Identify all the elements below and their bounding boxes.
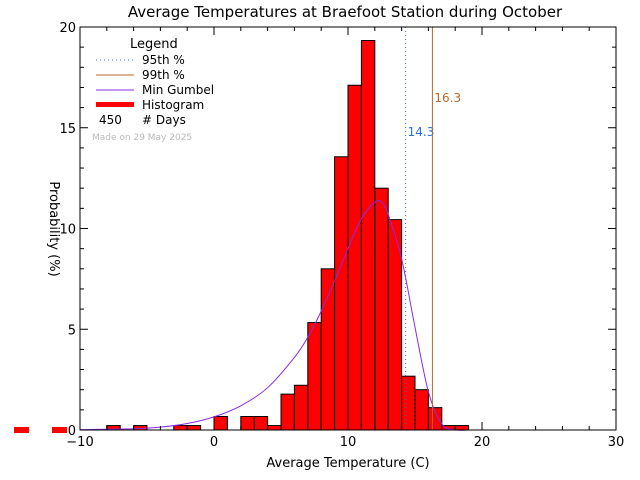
legend-days-value: 450 [99, 113, 122, 127]
histogram-bar [267, 425, 282, 431]
gumbel-curve-group [79, 200, 469, 431]
x-tick-label: −10 [66, 435, 93, 450]
percentile-label-99th: 16.3 [434, 91, 461, 105]
legend-label-histogram: Histogram [142, 98, 204, 112]
histogram-bar [240, 415, 255, 431]
x-axis-label: Average Temperature (C) [266, 456, 429, 471]
y-tick-label: 0 [68, 424, 76, 439]
histogram-bar [280, 393, 295, 431]
histogram-bar [334, 156, 349, 431]
offscale-marker [14, 427, 67, 433]
y-tick-label: 10 [59, 223, 76, 238]
legend: Legend 95th % 99th % Min Gumbel Histogra… [96, 37, 214, 127]
made-on-stamp: Made on 29 May 2025 [92, 133, 192, 143]
legend-label-gumbel: Min Gumbel [142, 83, 214, 97]
histogram-bar [360, 40, 376, 431]
x-tick-label: 20 [474, 435, 491, 450]
histogram-bar [293, 384, 309, 431]
legend-swatch-histogram [96, 102, 134, 107]
histogram-bar [133, 425, 148, 431]
histogram-bar [454, 425, 470, 431]
y-axis-label: Probability (%) [46, 181, 61, 276]
legend-days-label: # Days [142, 113, 186, 127]
histogram-bar [253, 415, 269, 431]
histogram-bars [106, 40, 470, 431]
histogram-bar [186, 425, 202, 431]
histogram-bar [374, 187, 389, 431]
x-tick-label: 0 [210, 435, 218, 450]
x-tick-label: 30 [608, 435, 625, 450]
histogram-bar [414, 389, 429, 431]
histogram-bar [307, 322, 322, 431]
y-tick-label: 20 [59, 21, 76, 36]
offscale-dash-2 [52, 427, 67, 433]
legend-label-99th: 99th % [142, 68, 185, 82]
chart-title: Average Temperatures at Braefoot Station… [128, 3, 563, 21]
histogram-bar [213, 415, 228, 431]
histogram-bar [320, 268, 336, 431]
histogram-bar [347, 84, 362, 431]
histogram-bar [401, 375, 416, 431]
x-axis: −10 0 10 20 30 [66, 27, 624, 450]
gumbel-curve [79, 200, 469, 431]
percentile-label-95th: 14.3 [408, 125, 435, 139]
legend-title: Legend [130, 37, 178, 52]
y-axis-label-group: Probability (%) [46, 181, 61, 276]
offscale-dash-1 [14, 427, 29, 433]
histogram-bar [173, 425, 188, 431]
y-axis: 0 5 10 15 20 [59, 21, 616, 439]
percentile-lines: 14.3 16.3 [405, 27, 461, 430]
y-tick-label: 15 [59, 122, 76, 137]
legend-label-95th: 95th % [142, 53, 185, 67]
x-tick-label: 10 [340, 435, 357, 450]
y-tick-label: 5 [68, 323, 76, 338]
